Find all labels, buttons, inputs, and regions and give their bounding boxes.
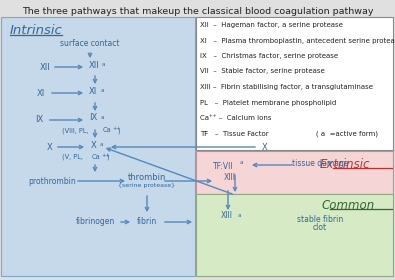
Text: XIII –  Fibrin stabilising factor, a transglutaminase: XIII – Fibrin stabilising factor, a tran… <box>200 84 373 90</box>
Text: ): ) <box>117 127 120 134</box>
Text: ): ) <box>106 154 109 160</box>
Text: XI   –  Plasma thromboplastin, antecedent serine protease: XI – Plasma thromboplastin, antecedent s… <box>200 38 395 43</box>
Text: a: a <box>238 213 241 218</box>
Text: surface contact: surface contact <box>60 39 120 48</box>
Text: Ca⁺⁺ –  Calcium ions: Ca⁺⁺ – Calcium ions <box>200 115 271 121</box>
Text: IX: IX <box>89 113 97 123</box>
Text: ++: ++ <box>101 153 109 158</box>
Text: a: a <box>100 142 103 147</box>
Text: XII: XII <box>40 62 51 71</box>
Text: Intrinsic: Intrinsic <box>10 24 63 37</box>
Text: Ca: Ca <box>92 154 101 160</box>
Text: {serine protease}: {serine protease} <box>118 183 175 188</box>
Text: IX: IX <box>35 115 43 125</box>
Text: X: X <box>47 143 53 151</box>
Text: fibrinogen: fibrinogen <box>75 218 115 227</box>
Text: thrombin: thrombin <box>128 172 166 181</box>
Text: The three pathways that makeup the classical blood coagulation pathway: The three pathways that makeup the class… <box>22 7 373 16</box>
Text: XII  –  Hageman factor, a serine protease: XII – Hageman factor, a serine protease <box>200 22 343 28</box>
Bar <box>196 17 393 150</box>
Text: Ca: Ca <box>103 127 112 133</box>
Text: XI: XI <box>37 88 45 97</box>
Bar <box>196 151 393 194</box>
Text: a: a <box>240 160 243 165</box>
Bar <box>196 194 393 276</box>
Bar <box>1 17 195 276</box>
Text: (VIII, PL,: (VIII, PL, <box>62 127 88 134</box>
Text: tissue damage: tissue damage <box>292 158 348 167</box>
Text: ++: ++ <box>112 126 120 131</box>
Text: a: a <box>101 88 105 93</box>
Text: VII  –  Stable factor, serine protease: VII – Stable factor, serine protease <box>200 69 325 74</box>
Text: TF:VII: TF:VII <box>213 162 233 171</box>
Text: IX   –  Christmas factor, serine protease: IX – Christmas factor, serine protease <box>200 53 338 59</box>
Text: XIII: XIII <box>221 211 233 221</box>
Text: Common: Common <box>322 199 375 212</box>
Text: stable fibrin: stable fibrin <box>297 214 343 223</box>
Text: PL   –  Platelet membrane phospholipid: PL – Platelet membrane phospholipid <box>200 99 336 106</box>
Text: prothrombin: prothrombin <box>28 176 76 186</box>
Text: clot: clot <box>313 223 327 232</box>
Text: XII: XII <box>89 60 100 69</box>
Text: X: X <box>91 141 97 150</box>
Text: a: a <box>101 115 105 120</box>
Text: XIII: XIII <box>224 174 236 183</box>
Text: TF   –  Tissue Factor                     ( a  =active form): TF – Tissue Factor ( a =active form) <box>200 130 378 137</box>
Text: XI: XI <box>89 87 97 95</box>
Text: X: X <box>262 143 268 151</box>
Text: (V, PL,: (V, PL, <box>62 154 83 160</box>
Text: Extrinsic: Extrinsic <box>320 158 370 171</box>
Text: fibrin: fibrin <box>137 218 157 227</box>
Text: a: a <box>102 62 105 67</box>
